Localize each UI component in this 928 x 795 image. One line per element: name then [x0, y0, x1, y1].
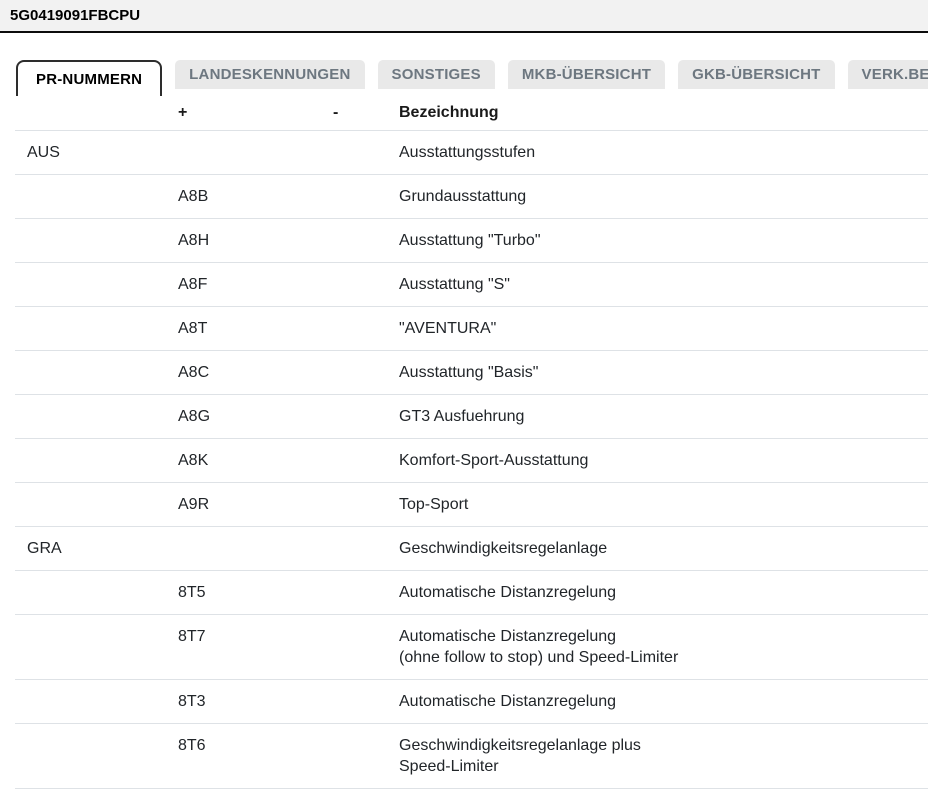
description-cell: GT3 Ausfuehrung [399, 408, 525, 425]
pr-code-cell: 8T3 [178, 693, 206, 710]
pr-code-cell: A8H [178, 232, 210, 249]
description-cell: Ausstattung "Basis" [399, 364, 539, 381]
description-cell: Geschwindigkeitsregelanlage [399, 540, 608, 557]
minus-cell [333, 395, 399, 438]
table-row: 8T5 Automatische Distanzregelung [15, 571, 928, 615]
table-row: 8T6 Geschwindigkeitsregelanlage plus Spe… [15, 724, 928, 789]
column-header-bezeichnung: Bezeichnung [399, 104, 499, 121]
topbar: 5G0419091FBCPU [0, 0, 928, 33]
tab-landeskennungen[interactable]: LANDESKENNUNGEN [175, 60, 365, 89]
group-code-cell [15, 219, 178, 262]
minus-cell [333, 439, 399, 482]
minus-cell [333, 175, 399, 218]
table-row: A8C Ausstattung "Basis" [15, 351, 928, 395]
description-cell: Ausstattung "S" [399, 276, 510, 293]
pr-code-cell: 8T7 [178, 628, 206, 645]
table-row: A8K Komfort-Sport-Ausstattung [15, 439, 928, 483]
pr-code-cell: A8G [178, 408, 211, 425]
minus-cell [333, 724, 399, 788]
minus-cell [333, 263, 399, 306]
group-code-cell: GRA [27, 540, 62, 557]
minus-cell [333, 615, 399, 679]
table-row: AUS Ausstattungsstufen [15, 131, 928, 175]
group-code-cell [15, 263, 178, 306]
table-row: 8T7 Automatische Distanzregelung (ohne f… [15, 615, 928, 680]
column-header-group [15, 96, 178, 130]
table-row: A8H Ausstattung "Turbo" [15, 219, 928, 263]
group-code-cell: AUS [27, 144, 60, 161]
pr-code-cell: A8K [178, 452, 209, 469]
table-row: A8G GT3 Ausfuehrung [15, 395, 928, 439]
pr-code-cell: A8C [178, 364, 210, 381]
group-code-cell [15, 483, 178, 526]
minus-cell [333, 307, 399, 350]
page-title: 5G0419091FBCPU [10, 7, 141, 24]
tab-gkb-bersicht[interactable]: GKB-ÜBERSICHT [678, 60, 835, 89]
pr-code-cell: A8B [178, 188, 209, 205]
column-header-plus: + [178, 104, 188, 121]
pr-code-cell: A8T [178, 320, 208, 337]
group-code-cell [15, 571, 178, 614]
tab-verk-bez[interactable]: VERK.BEZ [847, 60, 928, 89]
table-row: 8T3 Automatische Distanzregelung [15, 680, 928, 724]
group-code-cell [15, 724, 178, 788]
minus-cell [333, 351, 399, 394]
pr-code-cell [178, 527, 333, 570]
pr-code-cell: A8F [178, 276, 208, 293]
description-cell: "AVENTURA" [399, 320, 497, 337]
pr-code-cell [178, 131, 333, 174]
tab-pr-nummern[interactable]: PR-NUMMERN [16, 60, 163, 96]
minus-cell [333, 571, 399, 614]
description-cell: Ausstattungsstufen [399, 144, 536, 161]
description-cell: Grundausstattung [399, 188, 527, 205]
tab-bar: PR-NUMMERN LANDESKENNUNGEN SONSTIGES MKB-ÜB… [0, 60, 928, 96]
table-header-row: + - Bezeichnung [15, 96, 928, 131]
table-row: A8T "AVENTURA" [15, 307, 928, 351]
column-header-minus: - [333, 104, 339, 121]
group-code-cell [15, 615, 178, 679]
minus-cell [333, 483, 399, 526]
minus-cell [333, 680, 399, 723]
minus-cell [333, 131, 399, 174]
table-body: AUS Ausstattungsstufen A8B Grundausstatt… [15, 131, 928, 789]
tab-sonstiges[interactable]: SONSTIGES [377, 60, 495, 89]
pr-code-cell: 8T5 [178, 584, 206, 601]
description-cell: Automatische Distanzregelung [399, 693, 617, 710]
table-row: A8F Ausstattung "S" [15, 263, 928, 307]
pr-code-cell: A9R [178, 496, 210, 513]
tab-mkb-bersicht[interactable]: MKB-ÜBERSICHT [507, 60, 666, 89]
group-code-cell [15, 307, 178, 350]
minus-cell [333, 219, 399, 262]
pr-code-cell: 8T6 [178, 737, 206, 754]
description-cell: Automatische Distanzregelung (ohne follo… [399, 628, 679, 666]
pr-number-table: + - Bezeichnung AUS Ausstattungsstufen A… [15, 96, 928, 789]
group-code-cell [15, 351, 178, 394]
group-code-cell [15, 175, 178, 218]
group-code-cell [15, 439, 178, 482]
minus-cell [333, 527, 399, 570]
description-cell: Komfort-Sport-Ausstattung [399, 452, 589, 469]
description-cell: Top-Sport [399, 496, 469, 513]
table-row: A8B Grundausstattung [15, 175, 928, 219]
table-row: GRA Geschwindigkeitsregelanlage [15, 527, 928, 571]
description-cell: Ausstattung "Turbo" [399, 232, 541, 249]
description-cell: Automatische Distanzregelung [399, 584, 617, 601]
group-code-cell [15, 395, 178, 438]
description-cell: Geschwindigkeitsregelanlage plus Speed-L… [399, 737, 641, 775]
group-code-cell [15, 680, 178, 723]
table-row: A9R Top-Sport [15, 483, 928, 527]
